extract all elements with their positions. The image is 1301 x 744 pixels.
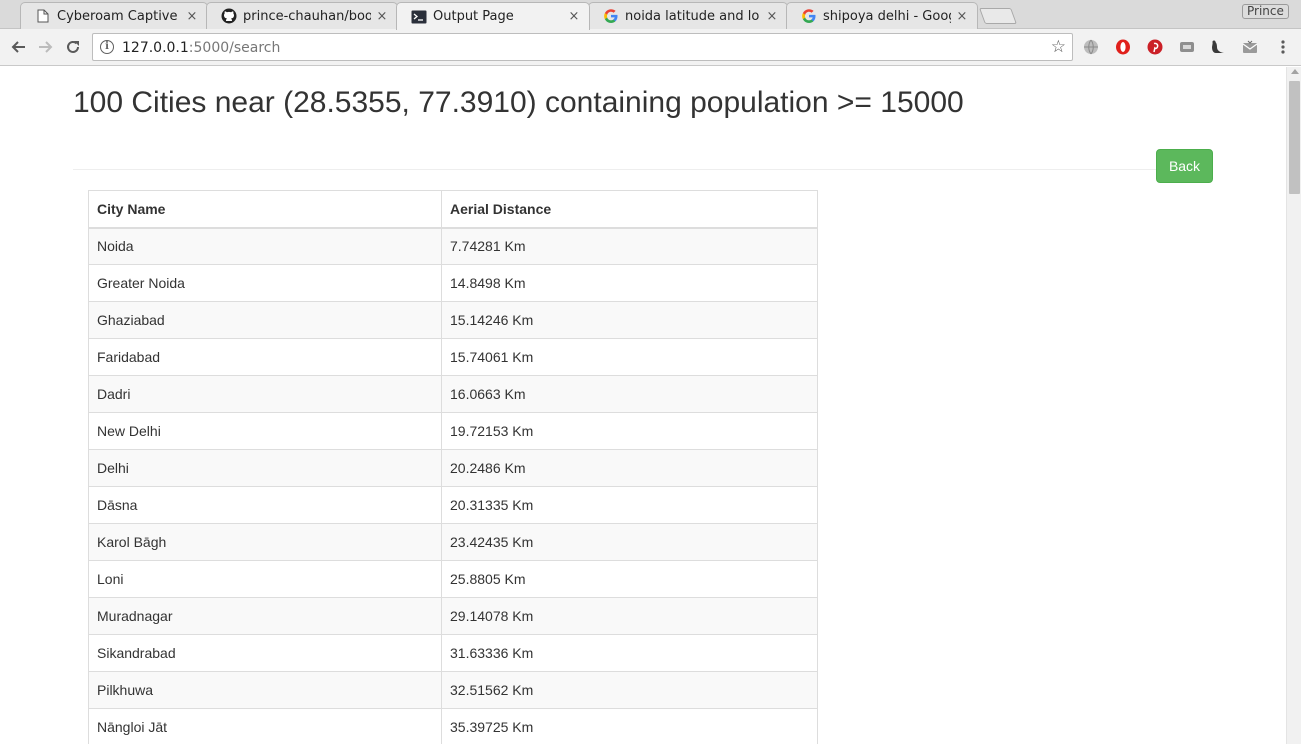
distance-cell: 15.14246 Km <box>441 301 818 339</box>
distance-cell: 16.0663 Km <box>441 375 818 413</box>
reload-icon[interactable] <box>63 37 83 57</box>
divider <box>73 169 1213 170</box>
city-name-cell: Karol Bāgh <box>88 523 442 561</box>
city-name-cell: Pilkhuwa <box>88 671 442 709</box>
close-icon[interactable]: × <box>568 9 580 24</box>
browser-toolbar: i 127.0.0.1:5000/search ☆ <box>0 29 1301 66</box>
table-row: Ghaziabad 15.14246 Km <box>88 301 818 339</box>
tab-title: Output Page <box>433 9 514 24</box>
close-icon[interactable]: × <box>376 8 388 24</box>
bookmark-star-icon[interactable]: ☆ <box>1050 37 1066 57</box>
document-icon <box>35 8 51 24</box>
scroll-up-arrow-icon[interactable] <box>1291 69 1299 74</box>
table-row: Noida 7.74281 Km <box>88 227 818 265</box>
results-table: City Name Aerial Distance Noida 7.74281 K… <box>88 190 818 744</box>
distance-cell: 23.42435 Km <box>441 523 818 561</box>
table-row: Pilkhuwa 32.51562 Km <box>88 671 818 709</box>
city-name-cell: Dāsna <box>88 486 442 524</box>
page-viewport: 100 Cities near (28.5355, 77.3910) conta… <box>0 67 1286 744</box>
google-icon <box>801 8 817 24</box>
distance-cell: 19.72153 Km <box>441 412 818 450</box>
city-name-cell: Greater Noida <box>88 264 442 302</box>
tab-title: noida latitude and lo <box>625 8 760 24</box>
page-title: 100 Cities near (28.5355, 77.3910) conta… <box>73 86 964 119</box>
address-bar[interactable]: i 127.0.0.1:5000/search ☆ <box>92 33 1073 61</box>
globe-icon[interactable] <box>1082 38 1100 56</box>
url-path: :5000/search <box>188 40 281 56</box>
tab-title: prince-chauhan/book <box>243 8 371 24</box>
tab-cyberoam[interactable]: Cyberoam Captive Po × <box>20 2 208 29</box>
google-icon <box>603 8 619 24</box>
tab-title: shipoya delhi - Googl <box>823 8 951 24</box>
distance-cell: 29.14078 Km <box>441 597 818 635</box>
close-icon[interactable]: × <box>186 8 198 24</box>
pinterest-icon[interactable] <box>1146 38 1164 56</box>
city-name-cell: Delhi <box>88 449 442 487</box>
tab-output-page[interactable]: Output Page × <box>396 2 590 30</box>
city-name-cell: Muradnagar <box>88 597 442 635</box>
table-header-row: City Name Aerial Distance <box>88 190 818 229</box>
mail-icon[interactable] <box>1241 38 1259 56</box>
city-name-cell: Dadri <box>88 375 442 413</box>
city-name-cell: Nāngloi Jāt <box>88 708 442 744</box>
distance-cell: 31.63336 Km <box>441 634 818 672</box>
tab-shipoya-search[interactable]: shipoya delhi - Googl × <box>786 2 978 29</box>
close-icon[interactable]: × <box>956 8 968 24</box>
tab-github[interactable]: prince-chauhan/book × <box>206 2 398 29</box>
tab-noida-search[interactable]: noida latitude and lo × <box>588 2 788 29</box>
site-info-icon[interactable]: i <box>100 40 114 54</box>
distance-cell: 25.8805 Km <box>441 560 818 598</box>
distance-cell: 35.39725 Km <box>441 708 818 744</box>
distance-cell: 15.74061 Km <box>441 338 818 376</box>
table-row: Sikandrabad 31.63336 Km <box>88 634 818 672</box>
kebab-menu-icon[interactable] <box>1274 38 1292 56</box>
back-arrow-icon[interactable] <box>8 37 28 57</box>
forward-arrow-icon[interactable] <box>36 37 56 57</box>
table-row: Loni 25.8805 Km <box>88 560 818 598</box>
table-row: New Delhi 19.72153 Km <box>88 412 818 450</box>
city-name-cell: Loni <box>88 560 442 598</box>
city-name-cell: Faridabad <box>88 338 442 376</box>
table-row: Delhi 20.2486 Km <box>88 449 818 487</box>
url-text[interactable]: 127.0.0.1:5000/search <box>122 40 280 56</box>
distance-cell: 7.74281 Km <box>441 227 818 265</box>
table-row: Dadri 16.0663 Km <box>88 375 818 413</box>
distance-cell: 20.2486 Km <box>441 449 818 487</box>
table-row: Karol Bāgh 23.42435 Km <box>88 523 818 561</box>
city-name-cell: New Delhi <box>88 412 442 450</box>
table-row: Dāsna 20.31335 Km <box>88 486 818 524</box>
opera-icon[interactable] <box>1114 38 1132 56</box>
city-name-cell: Noida <box>88 227 442 265</box>
tab-title: Cyberoam Captive Po <box>57 8 181 24</box>
city-name-cell: Sikandrabad <box>88 634 442 672</box>
column-header-aerial-distance: Aerial Distance <box>441 190 818 229</box>
vertical-scrollbar[interactable] <box>1286 67 1301 744</box>
distance-cell: 14.8498 Km <box>441 264 818 302</box>
profile-button[interactable]: Prince <box>1242 4 1289 19</box>
distance-cell: 20.31335 Km <box>441 486 818 524</box>
table-row: Muradnagar 29.14078 Km <box>88 597 818 635</box>
url-host: 127.0.0.1 <box>122 40 189 56</box>
scrollbar-thumb[interactable] <box>1289 81 1300 194</box>
column-header-city-name: City Name <box>88 190 442 229</box>
city-name-cell: Ghaziabad <box>88 301 442 339</box>
cast-icon[interactable] <box>1178 38 1196 56</box>
tab-strip: Cyberoam Captive Po × prince-chauhan/boo… <box>0 0 1301 30</box>
terminal-icon <box>411 9 427 25</box>
new-tab-button[interactable] <box>979 8 1017 24</box>
table-row: Faridabad 15.74061 Km <box>88 338 818 376</box>
tool-icon[interactable] <box>1209 38 1227 56</box>
back-button[interactable]: Back <box>1156 149 1213 183</box>
distance-cell: 32.51562 Km <box>441 671 818 709</box>
table-row: Greater Noida 14.8498 Km <box>88 264 818 302</box>
table-row: Nāngloi Jāt 35.39725 Km <box>88 708 818 744</box>
close-icon[interactable]: × <box>766 8 778 24</box>
github-icon <box>221 8 237 24</box>
